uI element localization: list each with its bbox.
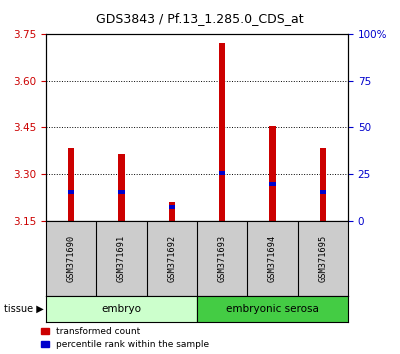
Text: GSM371692: GSM371692 [167, 235, 176, 282]
Legend: transformed count, percentile rank within the sample: transformed count, percentile rank withi… [40, 327, 209, 349]
Bar [169, 202, 175, 221]
Bar [270, 126, 276, 221]
Bar [270, 182, 276, 186]
Bar [68, 189, 74, 194]
Bar [169, 205, 175, 209]
Text: embryo: embryo [102, 304, 142, 314]
Text: GSM371694: GSM371694 [268, 235, 277, 282]
Text: embryonic serosa: embryonic serosa [226, 304, 319, 314]
Bar [219, 171, 225, 175]
Text: GSM371691: GSM371691 [117, 235, 126, 282]
Bar [219, 43, 225, 221]
Text: GSM371690: GSM371690 [67, 235, 76, 282]
Bar [118, 189, 124, 194]
Text: GSM371695: GSM371695 [318, 235, 327, 282]
Bar [320, 189, 326, 194]
Text: tissue ▶: tissue ▶ [4, 304, 44, 314]
Text: GSM371693: GSM371693 [218, 235, 227, 282]
Bar [320, 148, 326, 221]
Text: GDS3843 / Pf.13_1.285.0_CDS_at: GDS3843 / Pf.13_1.285.0_CDS_at [96, 12, 304, 25]
Bar [118, 154, 124, 221]
Bar [68, 148, 74, 221]
